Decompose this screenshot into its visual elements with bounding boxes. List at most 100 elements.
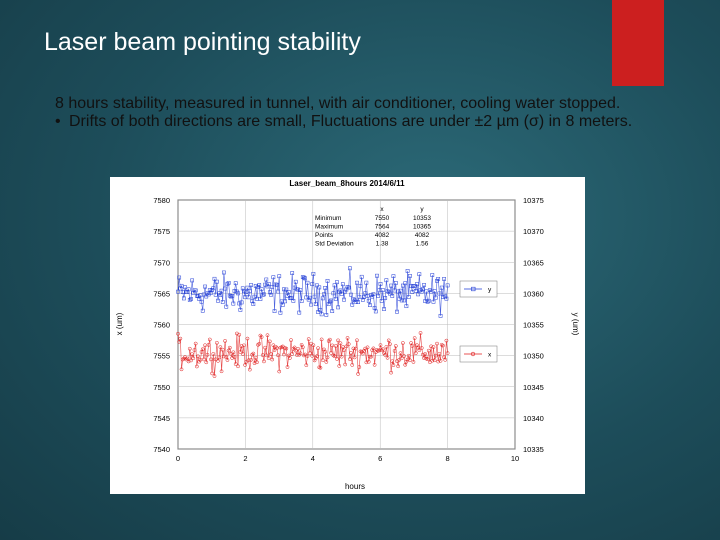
data-point-x — [392, 349, 397, 353]
data-point-y — [303, 276, 307, 281]
data-point-y — [187, 298, 192, 302]
data-point-y — [205, 291, 210, 295]
data-point-x — [196, 354, 200, 359]
data-point-x — [355, 338, 359, 343]
data-point-y — [416, 292, 421, 297]
data-point-x — [406, 353, 411, 358]
data-point-x — [343, 362, 348, 367]
data-point-x — [417, 348, 422, 353]
data-point-x — [236, 364, 240, 369]
data-point-y — [433, 295, 438, 300]
chart-legend: yx — [459, 280, 498, 363]
y-tick-label-right: 10340 — [523, 414, 544, 423]
data-point-x — [319, 337, 324, 342]
data-point-y — [319, 312, 324, 317]
data-point-y — [362, 295, 366, 299]
data-point-x — [312, 358, 317, 363]
data-point-x — [179, 367, 184, 372]
data-point-y — [302, 275, 306, 280]
y-tick-label-right: 10345 — [523, 383, 544, 392]
data-point-x — [191, 356, 196, 361]
data-point-y — [238, 308, 243, 312]
data-point-y — [259, 287, 264, 291]
data-point-y — [315, 283, 319, 288]
data-point-y — [197, 297, 202, 301]
y-axis-label-right: y (um) — [571, 313, 580, 336]
data-point-y — [273, 282, 278, 287]
data-point-x — [357, 365, 362, 369]
data-point-x — [215, 340, 219, 345]
data-point-y — [363, 291, 368, 296]
data-point-x — [192, 348, 197, 352]
data-point-y — [278, 310, 283, 315]
data-point-y — [308, 295, 312, 300]
data-point-y — [258, 297, 263, 301]
bullet-icon: • — [55, 113, 61, 130]
data-point-y — [236, 291, 240, 296]
data-point-y — [359, 274, 364, 279]
data-point-x — [366, 359, 371, 364]
stats-cell: 7564 — [375, 224, 390, 231]
data-point-x — [421, 352, 425, 357]
data-point-x — [240, 352, 245, 356]
data-point-y — [331, 291, 336, 296]
data-point-x — [256, 342, 260, 347]
data-point-y — [276, 289, 280, 294]
data-point-y — [287, 296, 292, 300]
data-point-y — [199, 299, 204, 304]
y-tick-label-right: 10370 — [523, 227, 544, 236]
stats-row-label: Maximum — [315, 224, 343, 231]
data-point-y — [422, 283, 426, 287]
data-point-y — [339, 292, 344, 296]
data-point-y — [388, 291, 392, 296]
data-point-x — [345, 336, 350, 340]
data-point-x — [177, 339, 182, 344]
data-point-y — [436, 277, 441, 281]
data-point-y — [305, 280, 310, 285]
data-point-x — [276, 353, 280, 358]
data-point-x — [308, 351, 312, 355]
data-point-x — [225, 358, 230, 362]
data-point-x — [386, 338, 391, 343]
data-point-x — [272, 348, 277, 352]
data-point-x — [408, 358, 412, 363]
legend-label: x — [488, 352, 492, 359]
series-x — [176, 331, 450, 378]
data-point-y — [424, 289, 429, 294]
data-point-y — [350, 302, 355, 307]
data-point-x — [363, 346, 368, 351]
data-point-x — [282, 352, 286, 357]
data-point-y — [390, 294, 395, 298]
data-point-y — [260, 292, 265, 297]
data-point-y — [246, 295, 251, 300]
legend-marker — [471, 286, 476, 292]
data-point-x — [267, 339, 272, 344]
data-point-y — [378, 282, 383, 286]
data-point-y — [344, 287, 349, 292]
data-point-y — [271, 275, 276, 280]
data-point-y — [297, 310, 302, 315]
data-point-y — [229, 294, 233, 299]
data-point-y — [185, 290, 190, 294]
data-point-x — [388, 342, 392, 346]
data-point-y — [326, 302, 331, 306]
data-point-y — [392, 288, 397, 293]
data-point-x — [292, 345, 297, 350]
x-tick-label: 2 — [243, 454, 247, 463]
y-tick-label-left: 7545 — [153, 414, 170, 423]
data-point-y — [211, 286, 216, 291]
data-point-x — [344, 344, 349, 349]
data-point-y — [226, 281, 231, 285]
data-point-y — [212, 276, 217, 281]
data-point-x — [197, 359, 202, 364]
data-point-y — [180, 290, 185, 294]
data-point-x — [260, 353, 265, 357]
data-point-x — [310, 353, 315, 358]
data-point-x — [203, 343, 207, 348]
data-point-y — [423, 299, 428, 303]
data-point-x — [223, 339, 227, 343]
data-point-x — [218, 345, 223, 350]
data-point-x — [437, 351, 442, 356]
data-point-x — [359, 349, 364, 354]
data-point-x — [270, 357, 275, 362]
